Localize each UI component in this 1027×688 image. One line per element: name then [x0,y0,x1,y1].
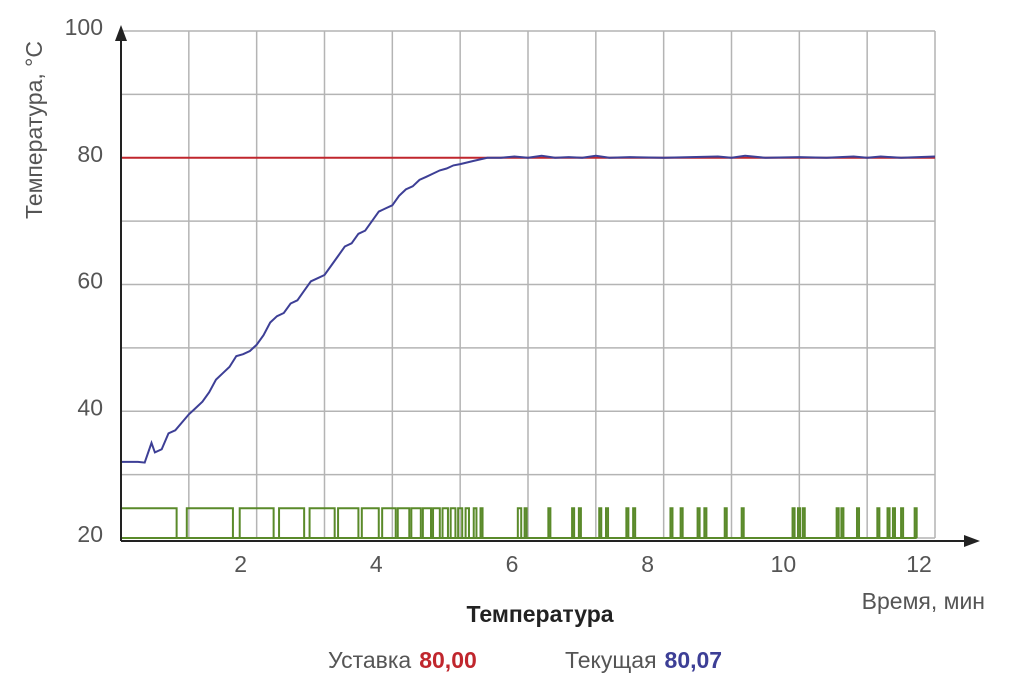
pulse [855,507,861,538]
x-axis-arrow [964,535,980,547]
pulse [449,507,457,538]
x-tick-label: 12 [906,551,932,577]
x-tick-label: 2 [234,551,247,577]
pulse [120,507,178,538]
pulse [479,507,484,538]
pulse [571,507,576,538]
legend-entry: Текущая 80,07 [565,647,722,673]
pulse [632,507,637,538]
pulse [238,507,275,538]
pulse [441,507,449,538]
pulse [625,507,630,538]
y-tick-label: 100 [65,14,103,40]
pulse [598,507,603,538]
y-axis-label: Температура, °С [21,41,47,219]
pulse [900,507,905,538]
pulse [679,507,684,538]
legend-value: 80,00 [419,647,477,673]
pulse [886,507,891,538]
legend-title: Температура [466,601,613,627]
pulse [577,507,582,538]
pulse [421,507,432,538]
legend-entry: Уставка 80,00 [328,647,477,673]
pulse [703,507,708,538]
pulse [523,507,528,538]
x-axis-label: Время, мин [862,588,985,614]
legend-value: 80,07 [665,647,723,673]
y-tick-label: 40 [77,394,103,420]
pulse [396,507,411,538]
pulse [740,507,745,538]
pulse [547,507,552,538]
pulse [516,507,523,538]
legend-name: Уставка [328,647,411,673]
pulse [337,507,360,538]
pulse [432,507,441,538]
pulse [410,507,422,538]
legend: Уставка 80,00 Текущая 80,07 [328,647,722,673]
pulse [696,507,701,538]
pulse [796,507,802,538]
x-tick-label: 8 [641,551,654,577]
pulse [464,507,470,538]
pulse [840,507,845,538]
pulse [801,507,806,538]
pulse [457,507,464,538]
y-tick-label: 60 [77,268,103,294]
pulse [723,507,728,538]
x-tick-label: 4 [370,551,383,577]
pulse [791,507,796,538]
pulse [876,507,881,538]
pulse [185,507,234,538]
pulse [278,507,306,538]
pulse [835,507,840,538]
x-tick-label: 10 [771,551,797,577]
pulse [891,507,896,538]
pulse [472,507,478,538]
pulse [360,507,380,538]
y-tick-label: 80 [77,141,103,167]
pulse [308,507,336,538]
y-axis-arrow [115,25,127,41]
pulse [669,507,674,538]
pulse [913,507,918,538]
y-tick-label: 20 [77,521,103,547]
pulse [381,507,397,538]
series-line [121,154,936,464]
pulse [605,507,610,538]
legend-name: Текущая [565,647,657,673]
x-tick-label: 6 [506,551,519,577]
